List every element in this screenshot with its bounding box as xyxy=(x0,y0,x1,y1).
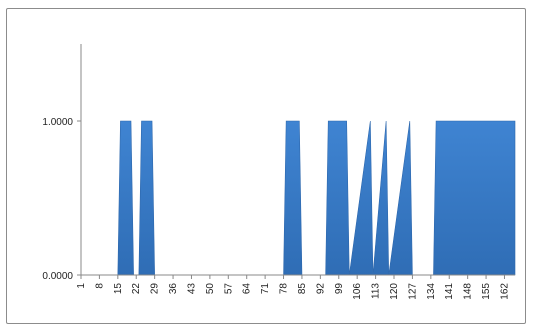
area-series-0 xyxy=(81,120,516,276)
x-tick-label: 29 xyxy=(150,283,161,295)
x-tick-label: 71 xyxy=(260,283,271,295)
x-tick-label: 22 xyxy=(131,283,142,295)
x-tick-label: 134 xyxy=(426,283,437,300)
plot-area xyxy=(81,120,516,276)
x-tick-label: 106 xyxy=(352,283,363,300)
chart-svg: 0.0000 1.0000 1 8 15 22 29 36 43 50 57 64 71 78 85 92 9… xyxy=(42,44,516,300)
x-tick-label: 99 xyxy=(334,283,345,295)
y-tick-label: 0.0000 xyxy=(42,271,73,282)
y-axis-ticks: 0.0000 1.0000 xyxy=(42,117,81,282)
x-tick-label: 92 xyxy=(315,283,326,295)
x-tick-label: 148 xyxy=(463,283,474,300)
x-tick-label: 8 xyxy=(94,283,105,289)
x-tick-label: 57 xyxy=(223,283,234,295)
x-tick-label: 127 xyxy=(407,283,418,300)
x-axis-ticks: 1 8 15 22 29 36 43 50 57 64 71 78 85 92 99 106 113 120 127… xyxy=(76,275,510,300)
x-tick-label: 78 xyxy=(279,283,290,295)
y-tick-label: 1.0000 xyxy=(42,117,73,128)
x-tick-label: 15 xyxy=(113,283,124,295)
x-tick-label: 120 xyxy=(389,283,400,300)
x-tick-label: 141 xyxy=(444,283,455,300)
x-tick-label: 162 xyxy=(499,283,510,300)
x-tick-label: 50 xyxy=(205,283,216,295)
x-tick-label: 155 xyxy=(481,283,492,300)
x-tick-label: 85 xyxy=(297,283,308,295)
x-tick-label: 43 xyxy=(186,283,197,295)
x-tick-label: 36 xyxy=(168,283,179,295)
x-tick-label: 64 xyxy=(242,283,253,295)
x-tick-label: 113 xyxy=(371,283,382,299)
chart-frame: 0.0000 1.0000 1 8 15 22 29 36 43 50 57 64 71 78 85 92 9… xyxy=(6,8,526,324)
x-tick-label: 1 xyxy=(76,283,87,289)
